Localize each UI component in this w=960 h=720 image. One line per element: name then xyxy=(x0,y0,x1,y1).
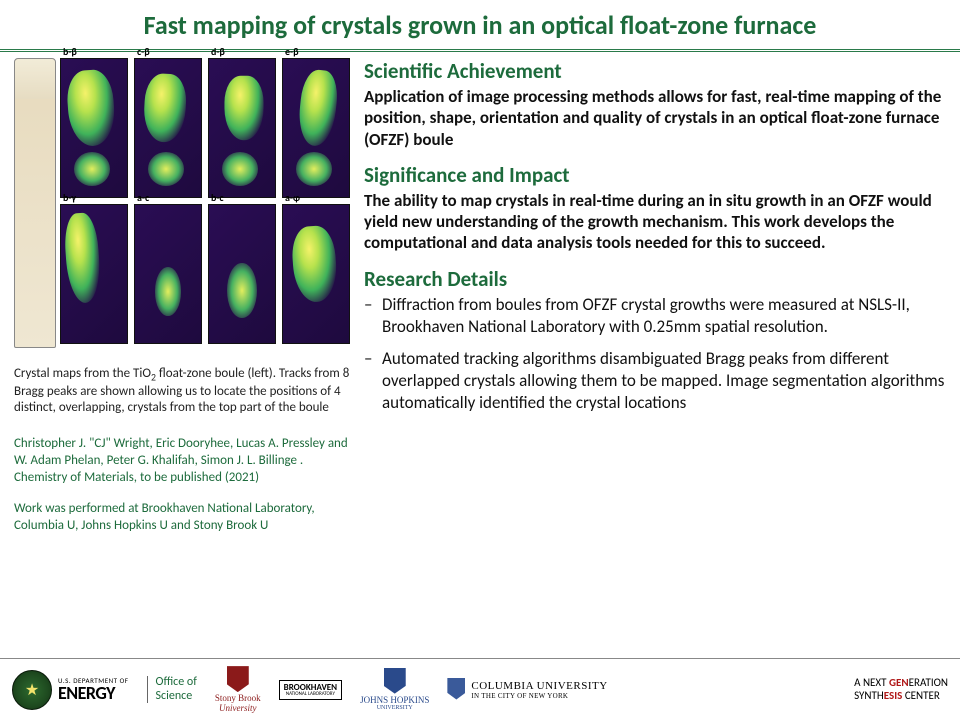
crown-icon xyxy=(447,678,465,700)
crystal-map-panel: e-β xyxy=(282,58,350,198)
tag-gen: GEN xyxy=(889,676,909,689)
tagline: A NEXT GENERATION SYNTHESIS CENTER xyxy=(854,677,948,701)
panel-label: e-β xyxy=(285,45,299,58)
text-achievement: Application of image processing methods … xyxy=(364,86,946,150)
figure-row: b-β c-β d-β e-β b-γ a-c b-c a-φ xyxy=(14,58,354,348)
shield-icon xyxy=(227,666,249,692)
heading-achievement: Scientific Achievement xyxy=(364,58,946,84)
research-details-list: Diffraction from boules from OFZF crysta… xyxy=(364,294,946,414)
doe-logo: ★ U.S. DEPARTMENT OF ENERGY xyxy=(12,670,129,710)
crystal-map-panel: a-c xyxy=(134,204,202,344)
columbia-logo: COLUMBIA UNIVERSITY IN THE CITY OF NEW Y… xyxy=(447,678,607,702)
footer-logos: ★ U.S. DEPARTMENT OF ENERGY Office of Sc… xyxy=(0,658,960,720)
bnl-line2: NATIONAL LABORATORY xyxy=(284,692,337,697)
detail-item: Automated tracking algorithms disambigua… xyxy=(382,348,946,414)
text-impact: The ability to map crystals in real-time… xyxy=(364,190,946,254)
doe-big: ENERGY xyxy=(58,684,129,702)
office-line2: Science xyxy=(156,690,197,703)
doe-text: U.S. DEPARTMENT OF ENERGY xyxy=(58,677,129,702)
heading-impact: Significance and Impact xyxy=(364,162,946,188)
panel-label: d-β xyxy=(211,45,225,58)
office-of-science: Office of Science xyxy=(147,676,197,702)
crystal-map-panel: b-β xyxy=(60,58,128,198)
panel-label: c-β xyxy=(137,45,150,58)
jhu-logo: JOHNS HOPKINS UNIVERSITY xyxy=(360,668,429,712)
boule-photo xyxy=(14,58,56,348)
columbia-text: COLUMBIA UNIVERSITY IN THE CITY OF NEW Y… xyxy=(471,680,607,700)
crystal-map-grid: b-β c-β d-β e-β b-γ a-c b-c a-φ xyxy=(60,58,350,348)
panel-label: b-γ xyxy=(63,191,76,204)
heading-details: Research Details xyxy=(364,266,946,292)
citation-institutions: Work was performed at Brookhaven Nationa… xyxy=(14,501,354,535)
right-column: Scientific Achievement Application of im… xyxy=(364,58,946,535)
jhu-line1: JOHNS HOPKINS xyxy=(360,696,429,705)
doe-seal-icon: ★ xyxy=(12,670,52,710)
citation-authors: Christopher J. "CJ" Wright, Eric Dooryhe… xyxy=(14,436,354,487)
panel-label: b-β xyxy=(63,45,77,58)
content-area: b-β c-β d-β e-β b-γ a-c b-c a-φ Crystal … xyxy=(0,52,960,535)
panel-label: a-c xyxy=(137,191,149,204)
panel-label: b-c xyxy=(211,191,224,204)
left-column: b-β c-β d-β e-β b-γ a-c b-c a-φ Crystal … xyxy=(14,58,354,535)
col-line2: IN THE CITY OF NEW YORK xyxy=(471,692,607,700)
crystal-map-panel: c-β xyxy=(134,58,202,198)
col-line1: COLUMBIA UNIVERSITY xyxy=(471,680,607,692)
jhu-line2: UNIVERSITY xyxy=(377,705,413,711)
brookhaven-logo: BROOKHAVEN NATIONAL LABORATORY xyxy=(279,680,342,700)
tag-esis: ESIS xyxy=(884,689,903,702)
page-title: Fast mapping of crystals grown in an opt… xyxy=(20,10,940,41)
tag-synth: SYNTH xyxy=(854,689,884,702)
tag-eration: ERATION xyxy=(909,676,948,689)
crystal-map-panel: b-c xyxy=(208,204,276,344)
crystal-map-panel: d-β xyxy=(208,58,276,198)
sbu-line2: University xyxy=(219,704,257,713)
panel-label: a-φ xyxy=(285,191,300,204)
crystal-map-panel: a-φ xyxy=(282,204,350,344)
office-line1: Office of xyxy=(156,676,197,689)
crystal-map-panel: b-γ xyxy=(60,204,128,344)
tag-pre: A NEXT xyxy=(854,676,889,689)
detail-item: Diffraction from boules from OFZF crysta… xyxy=(382,294,946,338)
tag-center: CENTER xyxy=(902,689,940,702)
shield-icon xyxy=(384,668,406,694)
stonybrook-logo: Stony Brook University xyxy=(215,666,261,713)
figure-caption: Crystal maps from the TiO2 float-zone bo… xyxy=(14,366,354,416)
